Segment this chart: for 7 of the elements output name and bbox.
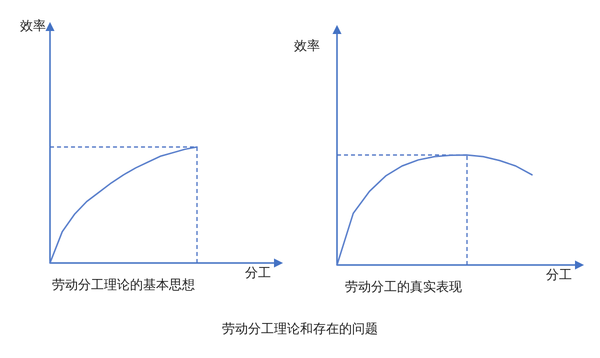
ylabel: 效率 — [20, 19, 46, 34]
xlabel: 分工 — [546, 268, 572, 283]
title: 劳动分工的真实表现 — [345, 280, 462, 295]
xlabel: 分工 — [245, 266, 271, 281]
title: 劳动分工理论的基本思想 — [52, 278, 195, 293]
ylabel: 效率 — [294, 39, 320, 54]
annotation: 劳动分工理论和存在的问题 — [222, 322, 378, 337]
